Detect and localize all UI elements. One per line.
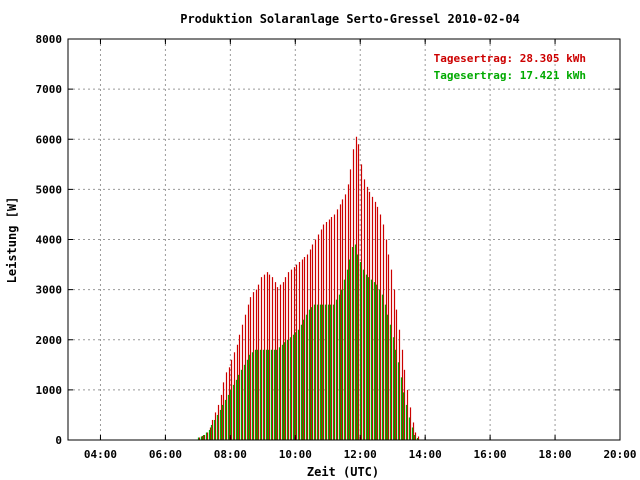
axis-ticks: 04:00 06:00 08:00 10:00 12:00 14:00 16:00 18:00… — [36, 33, 637, 461]
x-tick-label: 10:00 — [279, 448, 312, 461]
x-tick-label: 04:00 — [84, 448, 117, 461]
y-axis-label: Leistung [W] — [5, 197, 19, 284]
x-tick-label: 06:00 — [149, 448, 182, 461]
x-tick-label: 20:00 — [603, 448, 636, 461]
legend-label-2: Tagesertrag: 17.421 kWh — [434, 69, 586, 82]
legend-label-1: Tagesertrag: 28.305 kWh — [434, 52, 586, 65]
bars — [197, 136, 420, 440]
x-tick-label: 16:00 — [474, 448, 507, 461]
y-tick-label: 5000 — [36, 183, 63, 196]
x-tick-label: 12:00 — [344, 448, 377, 461]
y-tick-label: 0 — [55, 434, 62, 447]
y-tick-label: 4000 — [36, 234, 63, 247]
y-tick-label: 1000 — [36, 384, 63, 397]
x-tick-label: 18:00 — [538, 448, 571, 461]
y-tick-label: 6000 — [36, 133, 63, 146]
y-tick-label: 3000 — [36, 284, 63, 297]
chart-title: Produktion Solaranlage Serto-Gressel 201… — [180, 12, 520, 26]
y-tick-label: 8000 — [36, 33, 63, 46]
x-tick-label: 14:00 — [409, 448, 442, 461]
y-tick-label: 2000 — [36, 334, 63, 347]
x-tick-label: 08:00 — [214, 448, 247, 461]
y-tick-label: 7000 — [36, 83, 63, 96]
x-axis-label: Zeit (UTC) — [307, 465, 379, 479]
legend: Tagesertrag: 28.305 kWh Tagesertrag: 17.4… — [434, 52, 586, 82]
